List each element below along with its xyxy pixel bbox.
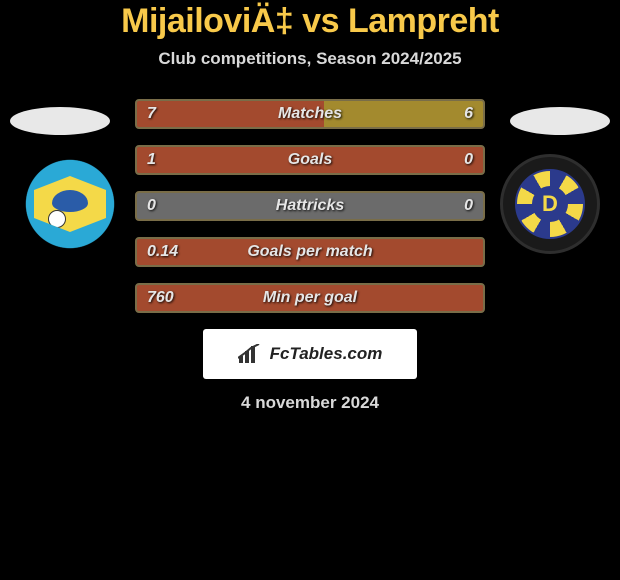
stat-fill-right — [324, 101, 483, 127]
comparison-container: D 7 6 Matches 1 0 Goals 0 0 Hattricks 0.14 Goals p… — [0, 99, 620, 413]
stat-label: Matches — [278, 105, 342, 123]
club-badge-left-shield — [34, 176, 106, 232]
stat-label: Min per goal — [263, 289, 357, 307]
stat-value-right: 0 — [464, 197, 473, 215]
club-badge-left — [20, 154, 120, 254]
source-badge: FcTables.com — [203, 329, 417, 379]
club-badge-right-letter: D — [532, 186, 568, 222]
player-right-name-plate — [510, 107, 610, 135]
date-label: 4 november 2024 — [0, 393, 620, 413]
stat-value-left: 760 — [147, 289, 174, 307]
stat-row: 0 0 Hattricks — [135, 191, 485, 221]
stat-value-left: 1 — [147, 151, 156, 169]
source-label: FcTables.com — [270, 344, 383, 364]
stat-bars: 7 6 Matches 1 0 Goals 0 0 Hattricks 0.14 Goals per… — [135, 99, 485, 313]
stat-value-right: 6 — [464, 105, 473, 123]
stat-label: Hattricks — [276, 197, 344, 215]
stat-row: 760 Min per goal — [135, 283, 485, 313]
club-badge-right-ring: D — [515, 169, 585, 239]
stat-row: 1 0 Goals — [135, 145, 485, 175]
stat-value-left: 0.14 — [147, 243, 178, 261]
player-left-name-plate — [10, 107, 110, 135]
stat-row: 0.14 Goals per match — [135, 237, 485, 267]
stat-value-left: 7 — [147, 105, 156, 123]
stat-label: Goals — [288, 151, 332, 169]
page-title: MijailoviÄ‡ vs Lampreht — [0, 2, 620, 41]
club-badge-right: D — [500, 154, 600, 254]
stat-value-right: 0 — [464, 151, 473, 169]
stat-row: 7 6 Matches — [135, 99, 485, 129]
page-subtitle: Club competitions, Season 2024/2025 — [0, 49, 620, 69]
stat-value-left: 0 — [147, 197, 156, 215]
stat-label: Goals per match — [247, 243, 372, 261]
bar-chart-icon — [238, 344, 264, 364]
